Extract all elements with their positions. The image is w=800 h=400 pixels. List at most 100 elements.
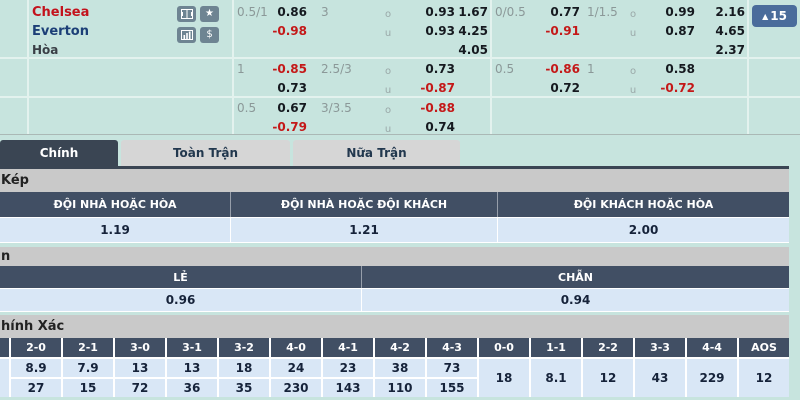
over-odd[interactable]: 0.99 [665, 5, 695, 19]
under-odd[interactable]: -0.72 [660, 81, 695, 95]
total-line: 1/1.5 [587, 5, 618, 19]
handicap-odd[interactable]: 0.72 [550, 81, 580, 95]
under-odd[interactable]: 0.74 [425, 120, 455, 134]
score-odd[interactable]: 36 [167, 379, 217, 397]
over-odd[interactable]: 0.58 [665, 62, 695, 76]
double-chance-odd[interactable]: 2.00 [497, 218, 789, 242]
more-markets-button[interactable]: ▲ 15 [752, 5, 797, 27]
under-label: u [384, 124, 392, 135]
under-label: u [384, 28, 392, 39]
away-team-name[interactable]: Everton [32, 24, 89, 39]
score-header-sliver [0, 338, 9, 357]
score-odd[interactable]: 143 [323, 379, 373, 397]
over-label: o [629, 66, 637, 77]
tab-nua-tran[interactable]: Nữa Trận [293, 140, 460, 166]
score-odd[interactable]: 72 [115, 379, 165, 397]
handicap-odd[interactable]: -0.86 [545, 62, 580, 76]
divider [0, 96, 800, 98]
score-label: 2-1 [63, 338, 113, 357]
handicap-odd[interactable]: -0.91 [545, 24, 580, 38]
score-label: 4-2 [375, 338, 425, 357]
score-odd[interactable]: 13 [115, 359, 165, 377]
double-chance-section-title: Kép [0, 169, 789, 192]
score-label: 2-2 [583, 338, 633, 357]
over-odd[interactable]: -0.88 [420, 101, 455, 115]
score-odd[interactable]: 12 [583, 359, 633, 397]
score-odd[interactable]: 230 [271, 379, 321, 397]
score-odd[interactable]: 15 [63, 379, 113, 397]
under-odd[interactable]: -0.87 [420, 81, 455, 95]
score-cell-sliver [0, 359, 9, 397]
1x2-odd[interactable]: 4.65 [715, 24, 745, 38]
pitch-icon[interactable] [177, 6, 196, 22]
1x2-odd[interactable]: 2.37 [715, 43, 745, 57]
double-chance-odd[interactable]: 1.19 [100, 223, 130, 237]
1x2-odd[interactable]: 4.05 [458, 43, 488, 57]
handicap-odd[interactable]: -0.98 [272, 24, 307, 38]
score-odd[interactable]: 73 [427, 359, 477, 377]
score-label: 3-1 [167, 338, 217, 357]
score-label: 1-1 [531, 338, 581, 357]
under-odd[interactable]: 0.87 [665, 24, 695, 38]
score-odd[interactable]: 155 [427, 379, 477, 397]
handicap-odd[interactable]: 0.86 [277, 5, 307, 19]
score-odd[interactable]: 8.9 [11, 359, 61, 377]
handicap-odd[interactable]: -0.85 [272, 62, 307, 76]
odd-odd[interactable]: 0.96 [165, 293, 196, 307]
score-odd[interactable]: 35 [219, 379, 269, 397]
score-label: 0-0 [479, 338, 529, 357]
over-label: o [384, 9, 392, 20]
over-odd[interactable]: 0.73 [425, 62, 455, 76]
score-odd[interactable]: 13 [167, 359, 217, 377]
score-odd[interactable]: 12 [739, 359, 789, 397]
double-chance-header-row: ĐỘI NHÀ HOẶC HÒA ĐỘI NHÀ HOẶC ĐỘI KHÁCH … [0, 192, 789, 217]
score-odd[interactable]: 8.1 [531, 359, 581, 397]
score-odd[interactable]: 38 [375, 359, 425, 377]
handicap-line: 0.5 [495, 62, 515, 76]
star-icon[interactable]: ★ [200, 6, 219, 22]
match-odds-table: Chelsea Everton Hòa ★ $ 0.5/1 0.86 -0.98… [0, 0, 800, 135]
odd-even-odds-row: 0.96 0.94 [0, 288, 789, 312]
score-odd[interactable]: 27 [11, 379, 61, 397]
stats-icon[interactable] [177, 27, 196, 43]
score-odd[interactable]: 7.9 [63, 359, 113, 377]
even-header: CHẴN [361, 266, 789, 288]
tab-chinh[interactable]: Chính [0, 140, 118, 166]
under-odd[interactable]: 0.93 [425, 24, 455, 38]
home-team-name[interactable]: Chelsea [32, 5, 90, 20]
score-odd[interactable]: 18 [479, 359, 529, 397]
tab-toan-tran[interactable]: Toàn Trận [121, 140, 290, 166]
score-odd[interactable]: 110 [375, 379, 425, 397]
score-odd[interactable]: 43 [635, 359, 685, 397]
score-odd[interactable]: 18 [219, 359, 269, 377]
1x2-odd[interactable]: 4.25 [458, 24, 488, 38]
handicap-odd[interactable]: 0.73 [277, 81, 307, 95]
double-chance-header: ĐỘI NHÀ HOẶC HÒA [53, 198, 177, 211]
up-arrow-icon: ▲ [762, 12, 769, 21]
money-icon[interactable]: $ [200, 27, 219, 43]
score-odd[interactable]: 23 [323, 359, 373, 377]
handicap-odd[interactable]: 0.67 [277, 101, 307, 115]
over-odd[interactable]: 0.93 [425, 5, 455, 19]
1x2-odd[interactable]: 1.67 [458, 5, 488, 19]
market-tabs: Chính Toàn Trận Nữa Trận [0, 140, 800, 166]
1x2-odd[interactable]: 2.16 [715, 5, 745, 19]
score-label: 3-3 [635, 338, 685, 357]
divider [747, 0, 749, 134]
score-odd[interactable]: 229 [687, 359, 737, 397]
more-markets-count: 15 [770, 9, 787, 23]
even-odd[interactable]: 0.94 [361, 289, 789, 311]
total-line: 1 [587, 62, 595, 76]
handicap-odd[interactable]: 0.77 [550, 5, 580, 19]
total-line: 3/3.5 [321, 101, 352, 115]
under-label: u [629, 85, 637, 96]
score-label: AOS [739, 338, 789, 357]
score-label: 2-0 [11, 338, 61, 357]
double-chance-header: ĐỘI KHÁCH HOẶC HÒA [497, 192, 789, 217]
draw-label: Hòa [32, 43, 59, 57]
score-odd[interactable]: 24 [271, 359, 321, 377]
double-chance-odd[interactable]: 1.21 [230, 218, 497, 242]
under-label: u [384, 85, 392, 96]
handicap-odd[interactable]: -0.79 [272, 120, 307, 134]
correct-score-section-title: hính Xác [0, 315, 789, 338]
